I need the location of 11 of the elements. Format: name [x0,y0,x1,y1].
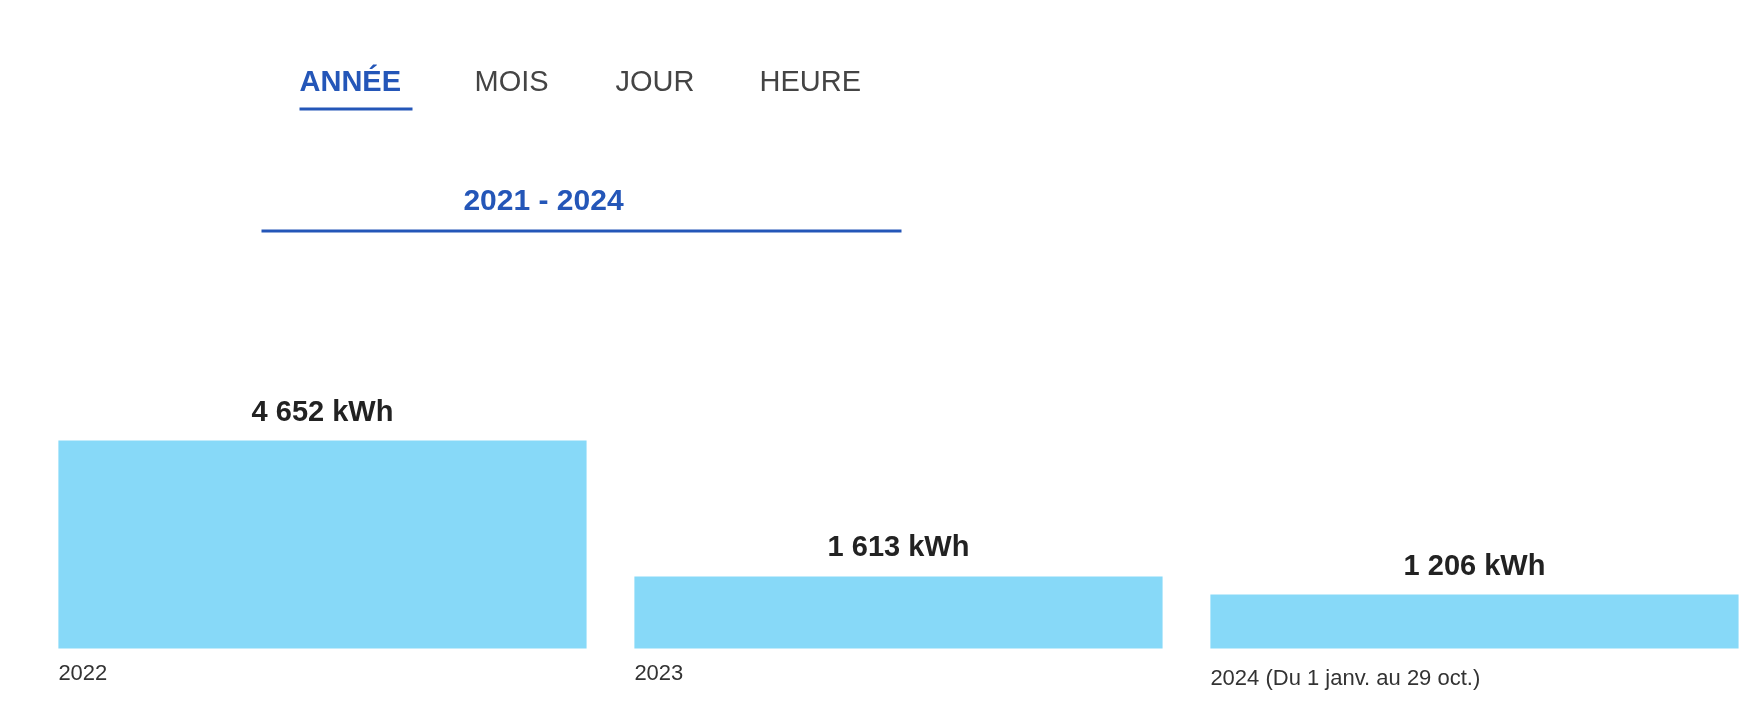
text: HEURE [759,64,862,97]
data-label: 4 652 kWh [251,394,394,427]
text: ANNÉE [299,63,402,97]
text: 2021 - 2024 [463,183,624,216]
x-tick-label: 2024 (Du 1 janv. au 29 oct.) [1210,664,1481,690]
x-tick-label: 2022 [58,659,108,685]
text: MOIS [474,64,549,97]
data-label: 1 613 kWh [827,530,970,563]
data-label: 1 206 kWh [1403,548,1546,581]
text: JOUR [615,64,695,97]
x-tick-label: 2023 [634,659,684,685]
